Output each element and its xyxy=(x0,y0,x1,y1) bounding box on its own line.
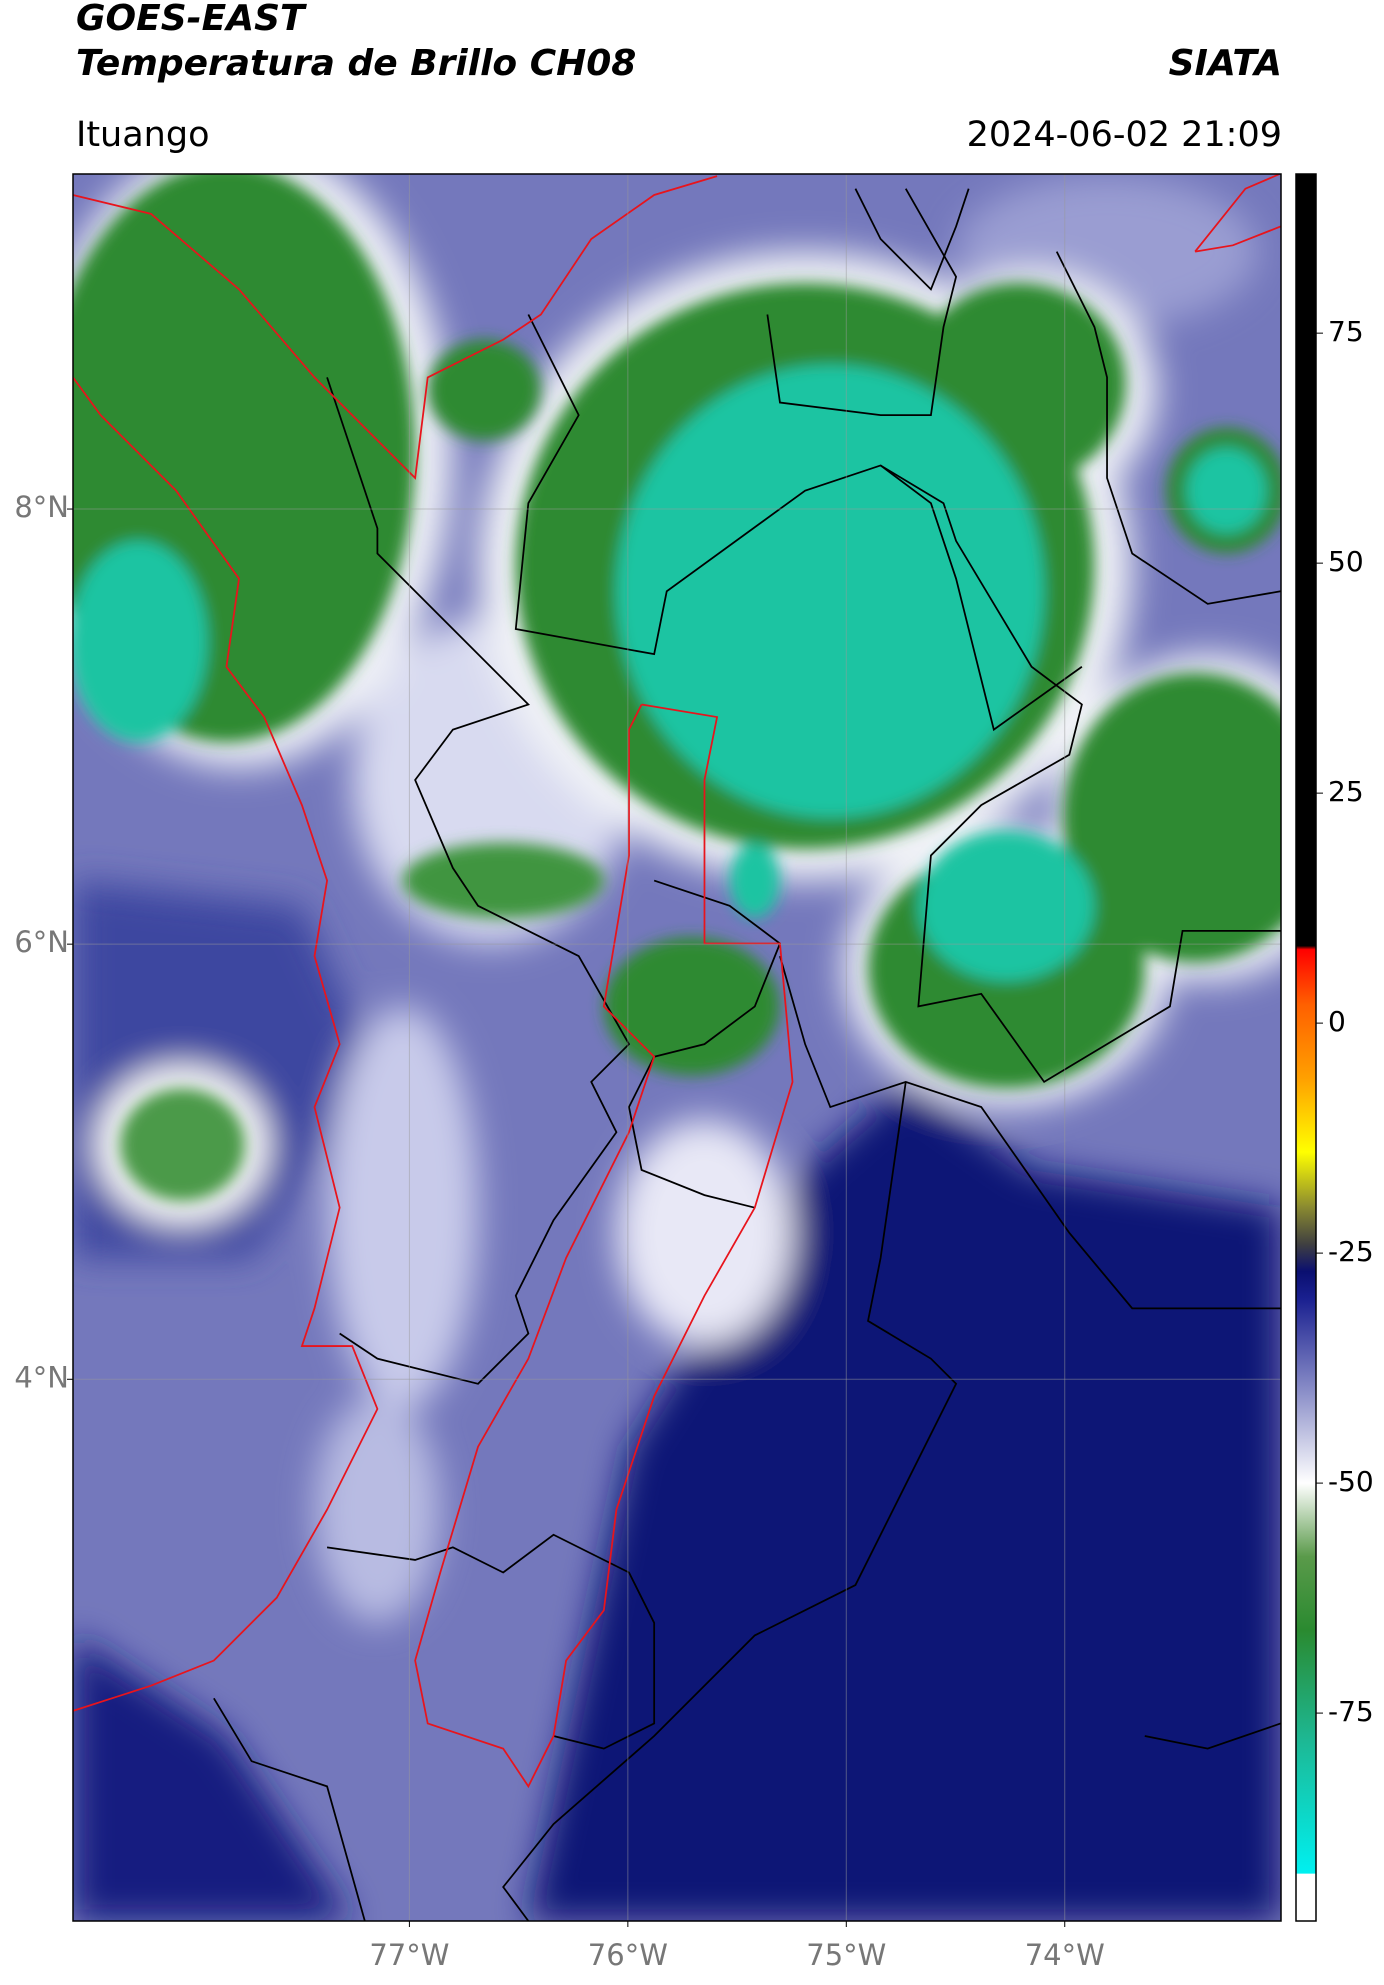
datetime: 2024-06-02 21:09 xyxy=(967,115,1282,155)
colorbar-tick-label: -75 xyxy=(1328,1695,1374,1728)
colorbar-tick-label: 25 xyxy=(1328,775,1364,808)
colorbar-tick-label: 75 xyxy=(1328,315,1364,348)
colorbar-tick-label: -25 xyxy=(1328,1235,1374,1268)
y-tick-label: 4°N xyxy=(14,1360,69,1394)
x-tick-label: 75°W xyxy=(806,1938,886,1972)
source: SIATA xyxy=(1169,43,1282,84)
colorbar xyxy=(1295,173,1317,1922)
subtitle: Temperatura de Brillo CH08 xyxy=(76,43,636,84)
colorbar-tick-label: 0 xyxy=(1328,1005,1346,1038)
y-tick-label: 8°N xyxy=(14,490,69,524)
colorbar-tick-label: -50 xyxy=(1328,1465,1374,1498)
location: Ituango xyxy=(76,115,210,155)
x-tick-label: 76°W xyxy=(588,1938,668,1972)
colorbar-tick-label: 50 xyxy=(1328,545,1364,578)
map-frame xyxy=(72,173,1282,1922)
y-tick-label: 6°N xyxy=(14,925,69,959)
satellite-image xyxy=(72,173,1281,1921)
x-tick-label: 74°W xyxy=(1025,1938,1105,1972)
x-tick-label: 77°W xyxy=(369,1938,449,1972)
title: GOES-EAST xyxy=(76,0,307,39)
